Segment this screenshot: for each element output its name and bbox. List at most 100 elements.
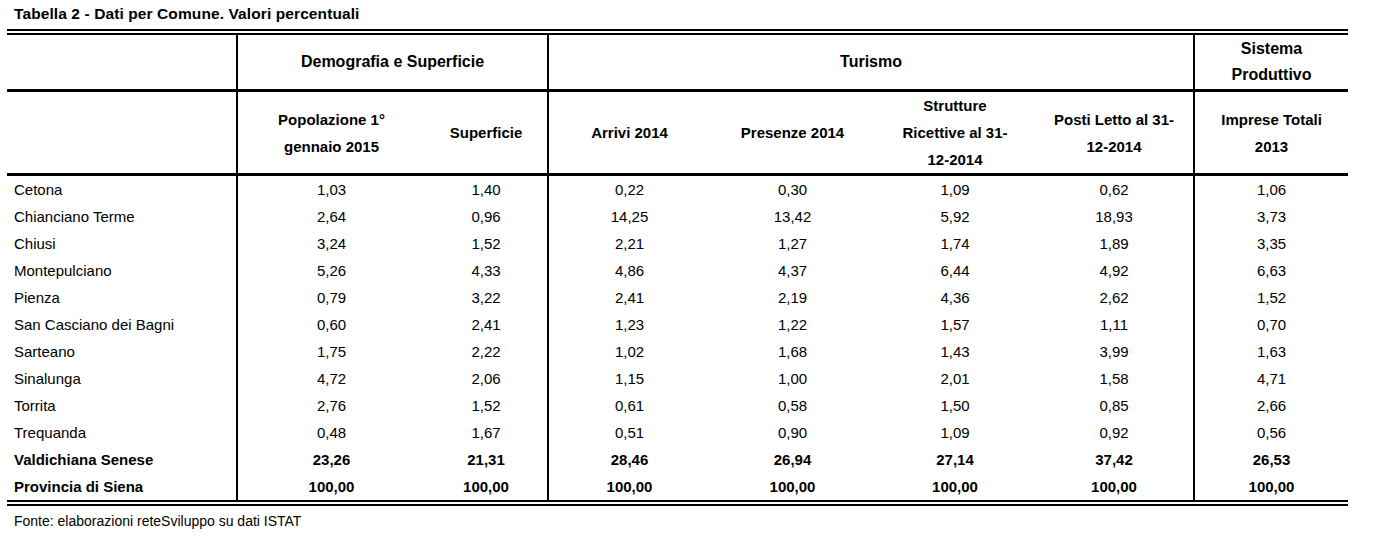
value-cell: 4,72 (237, 365, 425, 392)
comune-cell: Trequanda (7, 419, 237, 446)
value-cell: 4,36 (875, 284, 1035, 311)
column-header-row: Popolazione 1° gennaio 2015 Superficie A… (7, 91, 1348, 175)
column-header-superficie: Superficie (425, 91, 548, 175)
value-cell: 26,94 (710, 446, 875, 473)
value-cell: 1,40 (425, 175, 548, 204)
comune-cell: Chianciano Terme (7, 203, 237, 230)
value-cell: 0,56 (1194, 419, 1348, 446)
table-row: Trequanda0,481,670,510,901,090,920,56 (7, 419, 1348, 446)
value-cell: 1,11 (1035, 311, 1194, 338)
table-header: Demografia e Superficie Turismo Sistema … (7, 32, 1348, 175)
value-cell: 2,19 (710, 284, 875, 311)
data-table: Demografia e Superficie Turismo Sistema … (7, 29, 1348, 506)
value-cell: 14,25 (548, 203, 710, 230)
value-cell: 0,90 (710, 419, 875, 446)
comune-cell: Cetona (7, 175, 237, 204)
value-cell: 100,00 (710, 473, 875, 503)
value-cell: 3,73 (1194, 203, 1348, 230)
value-cell: 2,62 (1035, 284, 1194, 311)
value-cell: 100,00 (1194, 473, 1348, 503)
column-header-strutture-ricettive: Strutture Ricettive al 31- 12-2014 (875, 91, 1035, 175)
value-cell: 0,62 (1035, 175, 1194, 204)
value-cell: 0,61 (548, 392, 710, 419)
table-row: Provincia di Siena100,00100,00100,00100,… (7, 473, 1348, 503)
value-cell: 0,85 (1035, 392, 1194, 419)
value-cell: 2,06 (425, 365, 548, 392)
column-header-presenze: Presenze 2014 (710, 91, 875, 175)
value-cell: 0,58 (710, 392, 875, 419)
value-cell: 2,76 (237, 392, 425, 419)
column-header-posti-letto: Posti Letto al 31- 12-2014 (1035, 91, 1194, 175)
value-cell: 3,35 (1194, 230, 1348, 257)
value-cell: 1,06 (1194, 175, 1348, 204)
value-cell: 1,89 (1035, 230, 1194, 257)
value-cell: 3,24 (237, 230, 425, 257)
value-cell: 1,15 (548, 365, 710, 392)
value-cell: 0,48 (237, 419, 425, 446)
value-cell: 13,42 (710, 203, 875, 230)
comune-cell: Pienza (7, 284, 237, 311)
group-header-row: Demografia e Superficie Turismo Sistema … (7, 32, 1348, 91)
value-cell: 4,33 (425, 257, 548, 284)
value-cell: 1,63 (1194, 338, 1348, 365)
comune-cell: Chiusi (7, 230, 237, 257)
comune-cell: Provincia di Siena (7, 473, 237, 503)
value-cell: 3,22 (425, 284, 548, 311)
table-body: Cetona1,031,400,220,301,090,621,06Chianc… (7, 175, 1348, 504)
value-cell: 1,27 (710, 230, 875, 257)
value-cell: 2,21 (548, 230, 710, 257)
value-cell: 1,03 (237, 175, 425, 204)
value-cell: 1,52 (1194, 284, 1348, 311)
value-cell: 26,53 (1194, 446, 1348, 473)
value-cell: 1,58 (1035, 365, 1194, 392)
value-cell: 3,99 (1035, 338, 1194, 365)
value-cell: 2,22 (425, 338, 548, 365)
value-cell: 0,92 (1035, 419, 1194, 446)
value-cell: 1,50 (875, 392, 1035, 419)
value-cell: 2,66 (1194, 392, 1348, 419)
group-header-sistema-produttivo: Sistema Produttivo (1194, 32, 1348, 91)
value-cell: 4,37 (710, 257, 875, 284)
value-cell: 1,09 (875, 175, 1035, 204)
value-cell: 1,74 (875, 230, 1035, 257)
value-cell: 4,92 (1035, 257, 1194, 284)
value-cell: 100,00 (237, 473, 425, 503)
table-row: Sinalunga4,722,061,151,002,011,584,71 (7, 365, 1348, 392)
value-cell: 1,68 (710, 338, 875, 365)
group-header-turismo: Turismo (548, 32, 1194, 91)
table-row: Cetona1,031,400,220,301,090,621,06 (7, 175, 1348, 204)
value-cell: 4,71 (1194, 365, 1348, 392)
table-row: Montepulciano5,264,334,864,376,444,926,6… (7, 257, 1348, 284)
comune-cell: Montepulciano (7, 257, 237, 284)
table-title: Tabella 2 - Dati per Comune. Valori perc… (7, 5, 1381, 23)
value-cell: 21,31 (425, 446, 548, 473)
table-row: San Casciano dei Bagni0,602,411,231,221,… (7, 311, 1348, 338)
value-cell: 0,96 (425, 203, 548, 230)
table-row: Valdichiana Senese23,2621,3128,4626,9427… (7, 446, 1348, 473)
comune-cell: Sinalunga (7, 365, 237, 392)
page: Tabella 2 - Dati per Comune. Valori perc… (0, 0, 1381, 529)
value-cell: 6,44 (875, 257, 1035, 284)
value-cell: 1,00 (710, 365, 875, 392)
value-cell: 1,52 (425, 392, 548, 419)
value-cell: 1,02 (548, 338, 710, 365)
value-cell: 1,67 (425, 419, 548, 446)
comune-cell: Torrita (7, 392, 237, 419)
value-cell: 18,93 (1035, 203, 1194, 230)
value-cell: 4,86 (548, 257, 710, 284)
comune-cell: Valdichiana Senese (7, 446, 237, 473)
column-header-arrivi: Arrivi 2014 (548, 91, 710, 175)
value-cell: 0,70 (1194, 311, 1348, 338)
column-header-comune (7, 91, 237, 175)
value-cell: 100,00 (425, 473, 548, 503)
value-cell: 0,51 (548, 419, 710, 446)
value-cell: 1,43 (875, 338, 1035, 365)
value-cell: 1,09 (875, 419, 1035, 446)
value-cell: 5,26 (237, 257, 425, 284)
value-cell: 28,46 (548, 446, 710, 473)
value-cell: 6,63 (1194, 257, 1348, 284)
value-cell: 1,57 (875, 311, 1035, 338)
corner-cell (7, 32, 237, 91)
table-row: Pienza0,793,222,412,194,362,621,52 (7, 284, 1348, 311)
value-cell: 37,42 (1035, 446, 1194, 473)
